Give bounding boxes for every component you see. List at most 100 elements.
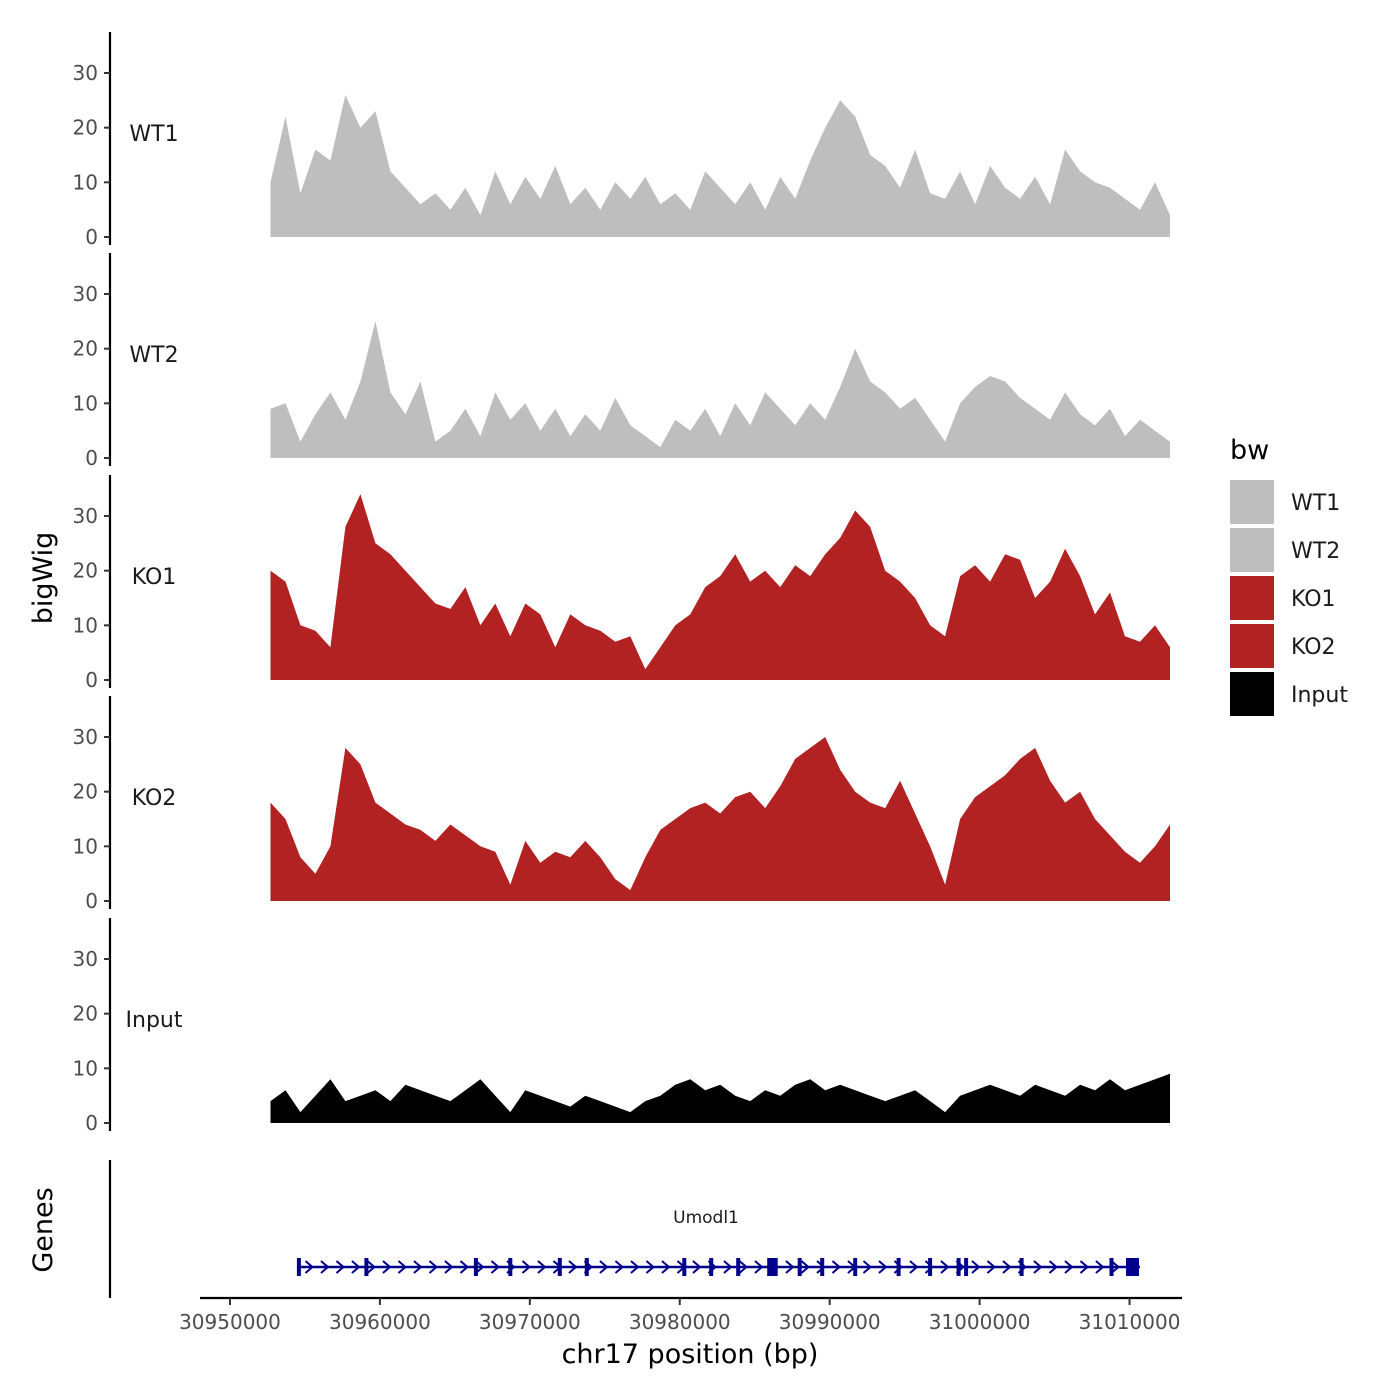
data-point bbox=[509, 203, 512, 206]
legend-key-wt1 bbox=[1230, 480, 1274, 524]
data-point bbox=[614, 640, 617, 643]
data-point bbox=[809, 1078, 812, 1081]
data-point bbox=[509, 635, 512, 638]
data-point bbox=[494, 391, 497, 394]
data-point bbox=[1049, 1089, 1052, 1092]
data-point bbox=[764, 391, 767, 394]
data-point bbox=[1064, 148, 1067, 151]
data-point bbox=[269, 407, 272, 410]
gene-name-label: Umodl1 bbox=[673, 1208, 739, 1228]
data-point bbox=[329, 159, 332, 162]
exon bbox=[1109, 1258, 1114, 1276]
data-point bbox=[614, 1105, 617, 1108]
data-point bbox=[659, 446, 662, 449]
data-point bbox=[644, 1100, 647, 1103]
data-point bbox=[524, 1089, 527, 1092]
data-point bbox=[314, 1094, 317, 1097]
data-point bbox=[1034, 1083, 1037, 1086]
data-point bbox=[269, 181, 272, 184]
strand-arrow bbox=[428, 1260, 438, 1274]
data-point bbox=[869, 1094, 872, 1097]
strand-arrow bbox=[630, 1260, 640, 1274]
data-point bbox=[1094, 181, 1097, 184]
data-point bbox=[704, 801, 707, 804]
data-point bbox=[1154, 181, 1157, 184]
y-tick-label: 20 bbox=[73, 1002, 98, 1026]
data-point bbox=[629, 197, 632, 200]
data-point bbox=[1109, 186, 1112, 189]
data-point bbox=[734, 203, 737, 206]
exon bbox=[767, 1258, 776, 1276]
data-point bbox=[659, 829, 662, 832]
data-point bbox=[569, 435, 572, 438]
data-point bbox=[284, 1089, 287, 1092]
data-point bbox=[284, 115, 287, 118]
y-tick-label: 30 bbox=[73, 282, 98, 306]
data-point bbox=[764, 208, 767, 211]
x-tick-label: 30950000 bbox=[179, 1310, 281, 1334]
strand-arrow bbox=[304, 1260, 314, 1274]
data-point bbox=[974, 796, 977, 799]
data-point bbox=[404, 413, 407, 416]
exon bbox=[584, 1258, 589, 1276]
y-tick-label: 30 bbox=[73, 947, 98, 971]
area-wt2 bbox=[270, 321, 1170, 458]
y-tick-label: 0 bbox=[85, 668, 98, 692]
y-tick-label: 10 bbox=[73, 391, 98, 415]
data-point bbox=[944, 1111, 947, 1114]
y-tick-label: 30 bbox=[73, 61, 98, 85]
data-point bbox=[914, 1089, 917, 1092]
data-point bbox=[749, 790, 752, 793]
legend-label-wt1: WT1 bbox=[1291, 491, 1340, 516]
data-point bbox=[614, 181, 617, 184]
strand-arrow bbox=[1033, 1260, 1043, 1274]
data-point bbox=[269, 569, 272, 572]
data-point bbox=[854, 115, 857, 118]
data-point bbox=[1154, 845, 1157, 848]
legend-key-ko1 bbox=[1230, 576, 1274, 620]
data-point bbox=[719, 812, 722, 815]
data-point bbox=[839, 768, 842, 771]
data-point bbox=[599, 856, 602, 859]
data-point bbox=[884, 165, 887, 168]
x-tick-label: 30970000 bbox=[479, 1310, 581, 1334]
strand-arrow bbox=[444, 1260, 454, 1274]
data-point bbox=[839, 1083, 842, 1086]
data-point bbox=[374, 542, 377, 545]
strand-arrow bbox=[692, 1260, 702, 1274]
y-tick-label: 10 bbox=[73, 170, 98, 194]
data-point bbox=[614, 397, 617, 400]
exon bbox=[736, 1258, 741, 1276]
legend-label-ko1: KO1 bbox=[1291, 587, 1336, 612]
exon bbox=[773, 1258, 778, 1276]
strand-arrow bbox=[459, 1260, 469, 1274]
bigwig-panels: 0 10 20 30 WT1 0 10 20 30 WT2 0 10 20 30 KO1 0 10 20 30 KO2… bbox=[73, 32, 1170, 1135]
data-point bbox=[1094, 1089, 1097, 1092]
data-point bbox=[554, 646, 557, 649]
data-point bbox=[914, 812, 917, 815]
data-point bbox=[374, 320, 377, 323]
data-point bbox=[1004, 1089, 1007, 1092]
track-label-wt2: WT2 bbox=[129, 343, 178, 368]
panel-ko1: 0 10 20 30 KO1 bbox=[73, 475, 1170, 692]
data-point bbox=[629, 889, 632, 892]
data-point bbox=[809, 747, 812, 750]
data-point bbox=[974, 1089, 977, 1092]
data-point bbox=[644, 668, 647, 671]
data-point bbox=[629, 635, 632, 638]
data-point bbox=[1109, 1078, 1112, 1081]
data-point bbox=[524, 402, 527, 405]
data-point bbox=[464, 186, 467, 189]
data-point bbox=[1064, 1094, 1067, 1097]
data-point bbox=[794, 424, 797, 427]
data-point bbox=[914, 397, 917, 400]
data-point bbox=[854, 790, 857, 793]
data-point bbox=[869, 380, 872, 383]
data-point bbox=[794, 564, 797, 567]
data-point bbox=[989, 165, 992, 168]
data-point bbox=[584, 840, 587, 843]
data-point bbox=[299, 1111, 302, 1114]
data-point bbox=[329, 1078, 332, 1081]
data-point bbox=[899, 1094, 902, 1097]
data-point bbox=[674, 192, 677, 195]
